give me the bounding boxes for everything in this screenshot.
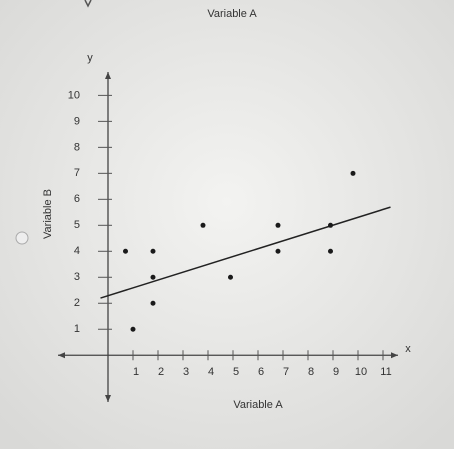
y-tick-label: 5 [74, 219, 80, 231]
x-axis-label: Variable A [233, 399, 283, 411]
x-tick-label: 10 [355, 366, 367, 378]
data-point [130, 326, 136, 332]
data-point [228, 274, 233, 280]
data-point [350, 170, 356, 176]
header-text: Variable A [207, 8, 257, 20]
x-tick-label: 3 [183, 366, 189, 378]
radio-button[interactable] [15, 231, 29, 245]
y-tick-label: 6 [74, 193, 80, 205]
x-tick-label: 6 [258, 366, 264, 378]
y-tick-label: 4 [74, 245, 80, 257]
x-tick-label: 8 [308, 366, 314, 378]
y-tick-label: 10 [68, 89, 80, 101]
x-tick-label: 1 [133, 366, 139, 378]
data-point [200, 222, 206, 228]
y-axis-label: Variable B [42, 189, 54, 239]
trend-line [100, 206, 391, 299]
data-point [275, 222, 281, 228]
y-tick-label: 7 [74, 167, 80, 179]
y-tick-label: 1 [74, 323, 80, 335]
y-tick-label: 2 [74, 297, 80, 309]
x-tick-label: 11 [380, 366, 391, 378]
x-tick-label: 2 [158, 366, 164, 378]
data-point [328, 222, 333, 228]
y-axis-name: y [87, 52, 93, 64]
data-point [123, 248, 128, 254]
y-tick-label: 8 [74, 141, 80, 153]
data-point [328, 248, 333, 254]
x-tick-label: 9 [333, 366, 339, 378]
x-tick-label: 7 [283, 366, 289, 378]
data-point [150, 248, 156, 254]
x-tick-label: 5 [233, 366, 239, 378]
y-tick-label: 9 [74, 115, 80, 127]
y-tick-label: 3 [74, 271, 80, 283]
data-point [275, 248, 281, 254]
data-point [150, 300, 156, 306]
x-axis-name: x [405, 343, 411, 355]
data-point [150, 274, 156, 280]
arrow-icon [84, 0, 92, 8]
x-tick-label: 4 [208, 366, 214, 378]
